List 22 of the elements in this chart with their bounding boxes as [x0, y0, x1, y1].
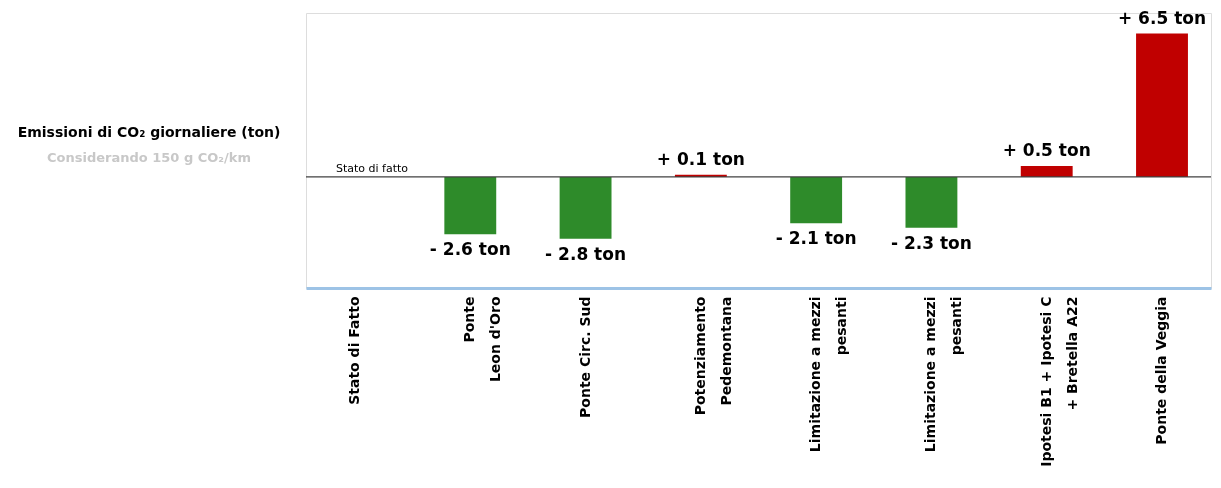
x-tick-label: Stato di Fatto	[346, 296, 362, 405]
text: Emissioni di CO₂ giornaliere (ton)	[17, 124, 281, 140]
x-tick-label: Limitazione a mezzi pesanti	[807, 296, 850, 453]
x-tick-label: Limitazione a mezzi pesanti	[922, 296, 965, 453]
bar	[790, 176, 843, 224]
x-tick-label: Ponte Leon d'Oro	[461, 296, 504, 383]
bar	[444, 176, 497, 235]
data-label: - 2.8 ton	[545, 243, 627, 264]
ref-line-label: Stato di fatto	[336, 161, 409, 175]
data-label: + 0.1 ton	[656, 148, 745, 169]
data-label: - 2.3 ton	[890, 232, 972, 253]
bar	[1136, 33, 1188, 177]
bar	[1020, 165, 1073, 177]
data-label: + 6.5 ton	[1117, 7, 1207, 28]
data-label: - 2.6 ton	[429, 239, 511, 260]
x-tick-label: Potenziamento Pedemontana	[691, 296, 734, 416]
data-label: + 0.5 ton	[1002, 139, 1091, 160]
data-label: - 2.1 ton	[775, 228, 857, 249]
x-tick-label: Ponte della Veggia	[1153, 296, 1169, 445]
bar	[905, 176, 958, 228]
x-tick-label: Ponte Circ. Sud	[576, 296, 593, 418]
bar	[559, 176, 612, 239]
